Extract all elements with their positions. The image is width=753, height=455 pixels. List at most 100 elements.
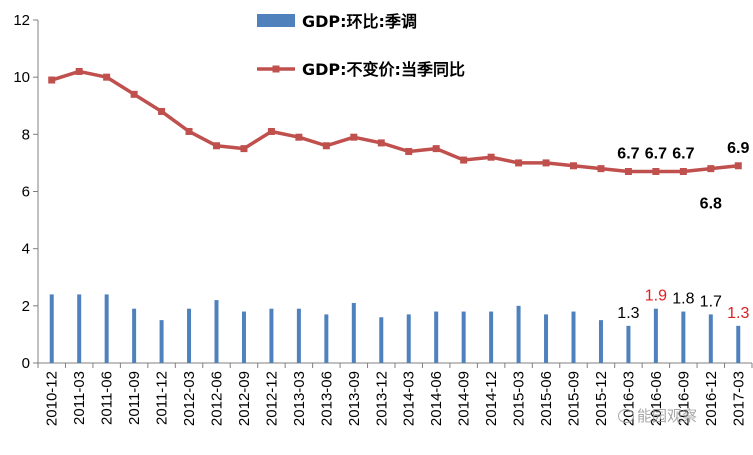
legend: GDP:环比:季调 GDP:不变价:当季同比 (257, 12, 465, 79)
x-tick-label: 2011-09 (126, 371, 143, 425)
line-point (103, 73, 111, 81)
x-tick-label: 2012-12 (263, 371, 280, 426)
y-tick-label: 6 (22, 184, 30, 201)
line-point (570, 162, 577, 170)
bar (681, 311, 686, 363)
x-tick-label: 2016-12 (703, 371, 720, 426)
bar (489, 311, 494, 363)
line-layer (48, 67, 742, 175)
y-tick-label: 4 (22, 241, 30, 258)
line-point (185, 127, 193, 135)
line-series-path (51, 69, 739, 174)
bar-data-label: 1.8 (672, 291, 694, 308)
line-point (679, 167, 687, 175)
x-tick-label: 2013-09 (346, 371, 363, 426)
bar (104, 294, 109, 363)
x-tick-label: 2011-03 (71, 371, 88, 425)
line-point (240, 145, 248, 153)
bar (544, 314, 549, 363)
bar (296, 308, 301, 363)
bar (379, 317, 384, 363)
x-tick-label: 2015-09 (566, 371, 583, 426)
bar (187, 308, 192, 363)
x-tick-label: 2014-03 (401, 371, 418, 426)
y-tick-label: 10 (13, 69, 30, 86)
x-tick-label: 2015-03 (511, 371, 528, 426)
labels-layer: 6.7 6.7 6.7 6.8 6.9 1.3 1.9 1.8 1.7 1.3 (617, 140, 749, 322)
x-tick-label: 2010-12 (44, 371, 61, 426)
bars-layer (49, 294, 741, 363)
line-point (405, 147, 413, 155)
bar (653, 308, 658, 363)
line-point (377, 139, 385, 147)
bar (132, 308, 137, 363)
line-point (267, 127, 275, 135)
x-tick-label: 2011-12 (154, 371, 171, 425)
x-tick-label: 2017-03 (730, 371, 747, 426)
x-tick-label: 2016-09 (675, 371, 692, 426)
line-point (487, 153, 495, 161)
x-tick-label: 2015-06 (538, 371, 555, 426)
bar (49, 294, 54, 363)
line-data-label: 6.7 (617, 145, 639, 162)
x-tick-label: 2014-06 (428, 371, 445, 426)
y-tick-label: 12 (13, 12, 30, 29)
bar (708, 314, 713, 363)
line-point (75, 67, 83, 75)
line-point (158, 107, 166, 115)
bar (434, 311, 439, 363)
legend-label-bar: GDP:环比:季调 (302, 12, 417, 31)
bar (269, 308, 274, 363)
x-tick-label: 2014-12 (483, 371, 500, 426)
line-data-label: 6.7 (672, 145, 694, 162)
axes-layer: 0 2 4 6 8 10 12 2010-12 2011-03 2011-06 2011-09 201… (13, 12, 753, 426)
line-point (432, 145, 440, 153)
bar (351, 302, 356, 363)
y-tick-label: 8 (22, 126, 30, 143)
line-point (734, 162, 742, 170)
x-tick-label: 2015-12 (593, 371, 610, 426)
line-data-label: 6.8 (700, 196, 722, 213)
x-tick-label: 2012-03 (181, 371, 198, 426)
x-tick-label: 2013-06 (318, 371, 335, 426)
legend-swatch-bar (257, 14, 295, 27)
watermark: 能园观察 (618, 405, 697, 426)
bar-data-label: 1.9 (645, 288, 667, 305)
bar (406, 314, 411, 363)
wechat-icon (618, 408, 634, 423)
x-tick-label: 2012-06 (209, 371, 226, 426)
line-point (515, 159, 523, 167)
line-point (542, 159, 550, 167)
bar (736, 325, 741, 363)
x-tick-label: 2012-09 (236, 371, 253, 426)
bar (461, 311, 466, 363)
line-point (130, 90, 138, 98)
watermark-text: 能园观察 (637, 407, 698, 425)
line-data-label: 6.9 (727, 140, 749, 157)
line-point (350, 133, 358, 141)
legend-swatch-marker (272, 65, 280, 73)
x-tick-label: 2011-06 (99, 371, 116, 425)
line-point (295, 133, 303, 141)
line-point (48, 76, 56, 84)
bar (159, 320, 164, 363)
x-tick-label: 2013-03 (291, 371, 308, 426)
legend-label-line: GDP:不变价:当季同比 (302, 60, 465, 79)
bar (324, 314, 329, 363)
x-tick-label: 2014-09 (456, 371, 473, 426)
bar (516, 305, 521, 363)
bar-data-label: 1.3 (727, 305, 749, 322)
line-point (652, 167, 660, 175)
line-point (213, 142, 220, 150)
bar-data-label: 1.7 (700, 293, 722, 310)
line-point (460, 156, 468, 164)
line-point (624, 167, 632, 175)
line-point (707, 165, 715, 173)
bar (241, 311, 246, 363)
x-tick-label: 2016-06 (648, 371, 665, 426)
bar (626, 325, 631, 363)
bar (571, 311, 576, 363)
y-tick-label: 2 (22, 298, 30, 315)
